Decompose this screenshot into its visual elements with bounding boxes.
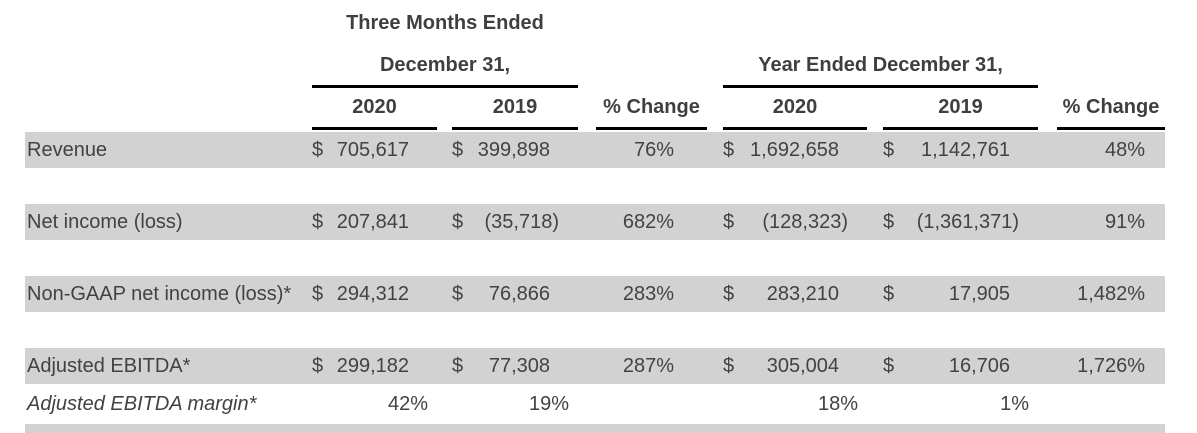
money-cell: $ 1,692,658	[723, 132, 867, 168]
money-cell: $ 705,617	[312, 132, 437, 168]
money-value: 77,308	[488, 354, 550, 377]
three-months-ended-title-line1: Three Months Ended	[346, 11, 544, 34]
percent-change-cell: 1,482%	[1077, 282, 1145, 305]
column-header-pct-change-2: % Change	[1057, 88, 1165, 130]
dollar-sign: $	[452, 354, 464, 377]
dollar-sign: $	[452, 282, 464, 305]
table-row-net-income: Net income (loss) $ 207,841 $ (35,718) 6…	[25, 204, 1165, 240]
money-cell: $ 1,142,761	[883, 132, 1038, 168]
spacer-row	[25, 312, 1165, 348]
dollar-sign: $	[452, 210, 464, 233]
row-label: Adjusted EBITDA*	[27, 354, 191, 377]
money-cell: $ (35,718)	[452, 204, 578, 240]
money-value: 283,210	[766, 282, 839, 305]
dollar-sign: $	[723, 138, 735, 161]
row-label: Adjusted EBITDA margin*	[27, 392, 257, 415]
header-row-2: December 31, Year Ended December 31,	[25, 46, 1165, 88]
money-value: 705,617	[336, 138, 409, 161]
percent-change-cell: 76%	[633, 138, 674, 161]
dollar-sign: $	[883, 354, 895, 377]
row-label: Net income (loss)	[27, 210, 183, 233]
table-row-revenue: Revenue $ 705,617 $ 399,898 76% $ 1,692,…	[25, 132, 1165, 168]
dollar-sign: $	[883, 210, 895, 233]
header-row-1: Three Months Ended	[25, 0, 1165, 46]
money-cell: $ 17,905	[883, 276, 1038, 312]
percent-change-cell: 283%	[622, 282, 674, 305]
money-cell: $ 283,210	[723, 276, 867, 312]
column-header-tme-2019: 2019	[452, 88, 578, 130]
table-row-non-gaap-net-income: Non-GAAP net income (loss)* $ 294,312 $ …	[25, 276, 1165, 312]
percent-change-cell: 1,726%	[1077, 354, 1145, 377]
percent-change-cell: 91%	[1104, 210, 1145, 233]
dollar-sign: $	[723, 282, 735, 305]
column-header-row: 2020 2019 % Change 2020 2019 % Change	[25, 88, 1165, 130]
money-value: 305,004	[766, 354, 839, 377]
dollar-sign: $	[452, 138, 464, 161]
money-value: (128,323)	[762, 210, 848, 233]
column-header-pct-change-1: % Change	[596, 88, 707, 130]
percent-change-cell: 682%	[622, 210, 674, 233]
dollar-sign: $	[883, 138, 895, 161]
financial-results-table: Three Months Ended December 31, Year End…	[25, 0, 1165, 424]
money-value: 399,898	[477, 138, 550, 161]
spacer-row	[25, 240, 1165, 276]
margin-percent-cell: 42%	[387, 392, 428, 415]
dollar-sign: $	[312, 138, 324, 161]
margin-percent-cell: 18%	[817, 392, 858, 415]
year-ended-title: Year Ended December 31,	[723, 46, 1038, 88]
margin-percent-cell: 1%	[1000, 392, 1029, 415]
money-cell: $ 399,898	[452, 132, 578, 168]
table-row-adjusted-ebitda-margin: Adjusted EBITDA margin* 42% 19% 18% 1%	[25, 384, 1165, 424]
row-label: Revenue	[27, 138, 108, 161]
money-cell: $ 305,004	[723, 348, 867, 384]
money-value: 76,866	[488, 282, 550, 305]
dollar-sign: $	[312, 354, 324, 377]
money-value: 16,706	[948, 354, 1010, 377]
table-row-adjusted-ebitda: Adjusted EBITDA* $ 299,182 $ 77,308 287%…	[25, 348, 1165, 384]
spacer-row	[25, 168, 1165, 204]
money-value: 294,312	[336, 282, 409, 305]
money-cell: $ 77,308	[452, 348, 578, 384]
money-cell: $ 299,182	[312, 348, 437, 384]
money-value: 17,905	[948, 282, 1010, 305]
money-value: (1,361,371)	[916, 210, 1019, 233]
money-cell: $ 76,866	[452, 276, 578, 312]
column-header-ye-2019: 2019	[883, 88, 1038, 130]
dollar-sign: $	[312, 210, 324, 233]
money-value: (35,718)	[484, 210, 560, 233]
dollar-sign: $	[883, 282, 895, 305]
money-value: 1,692,658	[750, 138, 839, 161]
money-value: 207,841	[336, 210, 409, 233]
money-cell: $ (1,361,371)	[883, 204, 1038, 240]
money-value: 1,142,761	[921, 138, 1010, 161]
three-months-ended-title-line2: December 31,	[312, 46, 578, 88]
money-cell: $ 294,312	[312, 276, 437, 312]
money-cell: $ (128,323)	[723, 204, 867, 240]
dollar-sign: $	[723, 354, 735, 377]
column-header-tme-2020: 2020	[312, 88, 437, 130]
dollar-sign: $	[723, 210, 735, 233]
money-value: 299,182	[336, 354, 409, 377]
money-cell: $ 207,841	[312, 204, 437, 240]
percent-change-cell: 287%	[622, 354, 674, 377]
row-label: Non-GAAP net income (loss)*	[27, 282, 292, 305]
margin-percent-cell: 19%	[528, 392, 569, 415]
money-cell: $ 16,706	[883, 348, 1038, 384]
percent-change-cell: 48%	[1104, 138, 1145, 161]
clipped-shaded-row	[25, 424, 1165, 433]
dollar-sign: $	[312, 282, 324, 305]
column-header-ye-2020: 2020	[723, 88, 867, 130]
